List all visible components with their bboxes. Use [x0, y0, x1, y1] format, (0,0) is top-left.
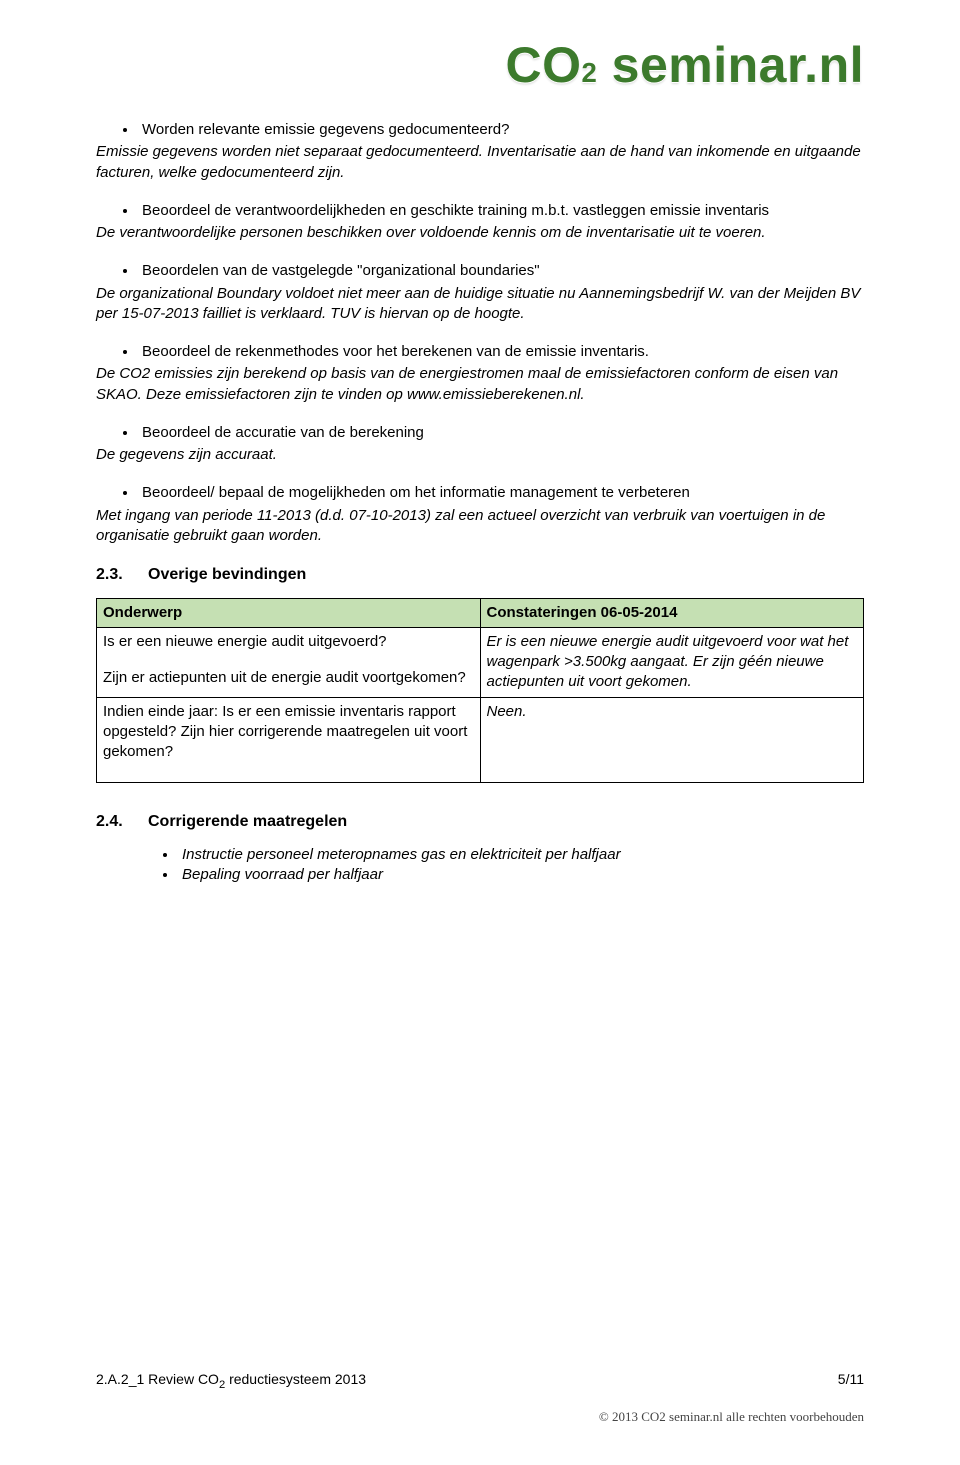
findings-table: Onderwerp Constateringen 06-05-2014 Is e… [96, 598, 864, 784]
bullet-item: Beoordeel/ bepaal de mogelijkheden om he… [138, 483, 864, 503]
section-title: Corrigerende maatregelen [148, 813, 347, 830]
table-cell-text: Zijn er actiepunten uit de energie audit… [103, 668, 474, 688]
bullet-item: Instructie personeel meteropnames gas en… [178, 845, 864, 865]
document-body: Worden relevante emissie gegevens gedocu… [96, 120, 864, 1311]
section-heading-2-3: 2.3.Overige bevindingen [96, 564, 864, 586]
footer-copyright: © 2013 CO2 seminar.nl alle rechten voorb… [96, 1391, 864, 1425]
table-cell-text: Er is een nieuwe energie audit uitgevoer… [480, 627, 864, 697]
body-text: De organizational Boundary voldoet niet … [96, 284, 864, 325]
bullet-item: Bepaling voorraad per halfjaar [178, 865, 864, 885]
bullet-item: Beoordeel de accuratie van de berekening [138, 423, 864, 443]
body-text: De CO2 emissies zijn berekend op basis v… [96, 364, 864, 405]
body-text: De gegevens zijn accuraat. [96, 445, 864, 465]
body-text: Met ingang van periode 11-2013 (d.d. 07-… [96, 506, 864, 547]
table-row: Is er een nieuwe energie audit uitgevoer… [97, 627, 864, 697]
table-row: Indien einde jaar: Is er een emissie inv… [97, 697, 864, 783]
page-footer: 2.A.2_1 Review CO2 reductiesysteem 2013 … [96, 1311, 864, 1425]
table-cell-text: Indien einde jaar: Is er een emissie inv… [103, 702, 474, 763]
body-text: Emissie gegevens worden niet separaat ge… [96, 142, 864, 183]
section-heading-2-4: 2.4.Corrigerende maatregelen [96, 811, 864, 833]
bullet-item: Beoordeel de verantwoordelijkheden en ge… [138, 201, 864, 221]
document-page: CO2 seminar.nl Worden relevante emissie … [0, 0, 960, 1465]
bullet-item: Worden relevante emissie gegevens gedocu… [138, 120, 864, 140]
body-text: De verantwoordelijke personen beschikken… [96, 223, 864, 243]
footer-page-number: 5/11 [838, 1371, 864, 1391]
table-cell-text: Neen. [480, 697, 864, 783]
bullet-item: Beoordelen van de vastgelegde "organizat… [138, 261, 864, 281]
site-logo: CO2 seminar.nl [505, 40, 864, 90]
section-number: 2.4. [96, 811, 148, 833]
footer-doc-title-post: reductiesysteem 2013 [225, 1371, 366, 1387]
logo-text-right: seminar.nl [597, 37, 864, 93]
logo-container: CO2 seminar.nl [96, 0, 864, 120]
section-number: 2.3. [96, 564, 148, 586]
table-header-left: Onderwerp [97, 598, 481, 627]
logo-text-left: CO [505, 37, 581, 93]
table-header-right: Constateringen 06-05-2014 [480, 598, 864, 627]
table-cell-text: Is er een nieuwe energie audit uitgevoer… [103, 632, 474, 652]
footer-left: 2.A.2_1 Review CO2 reductiesysteem 2013 [96, 1371, 366, 1391]
bullet-item: Beoordeel de rekenmethodes voor het bere… [138, 342, 864, 362]
logo-text-sub: 2 [581, 57, 597, 88]
footer-doc-title-pre: 2.A.2_1 Review CO [96, 1371, 219, 1387]
section-title: Overige bevindingen [148, 566, 306, 583]
